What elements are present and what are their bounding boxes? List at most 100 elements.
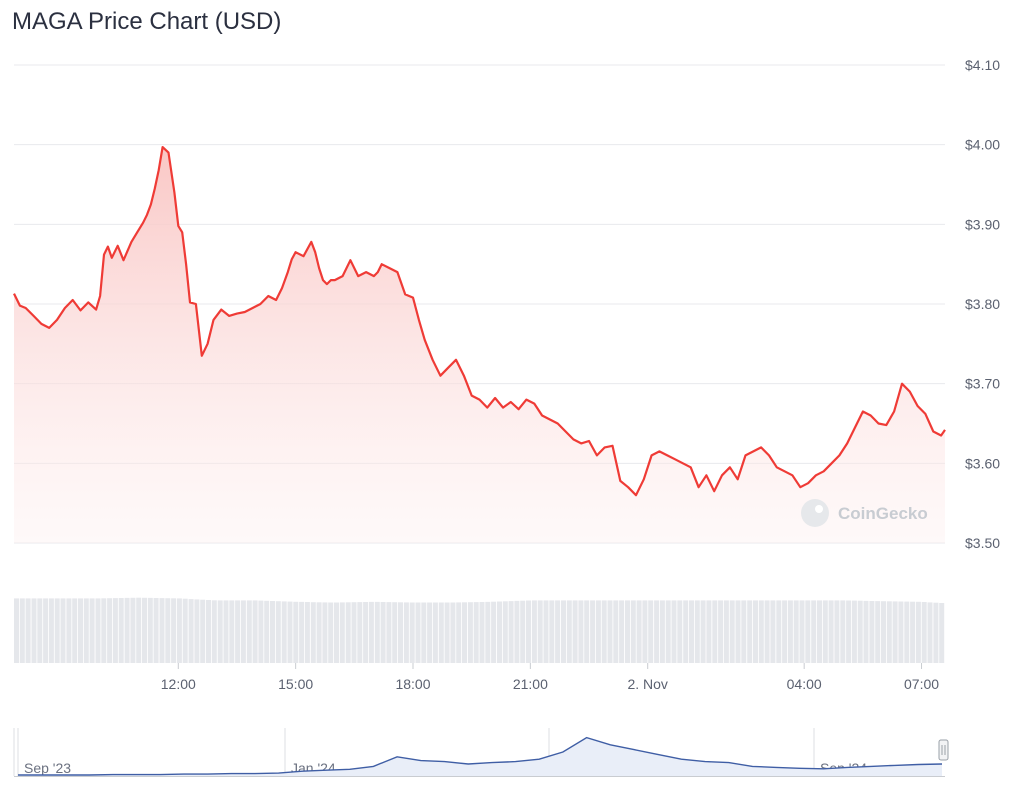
volume-bar bbox=[869, 601, 875, 663]
volume-bar bbox=[764, 600, 770, 663]
volume-bar bbox=[689, 600, 694, 663]
volume-bar bbox=[223, 600, 229, 663]
volume-bar bbox=[299, 601, 305, 663]
volume-bar bbox=[374, 601, 380, 663]
volume-bar bbox=[910, 601, 916, 663]
volume-bar bbox=[456, 602, 462, 663]
volume-bar bbox=[718, 600, 724, 663]
volume-bar bbox=[240, 600, 246, 663]
volume-bar bbox=[584, 600, 590, 663]
volume-bar bbox=[526, 600, 531, 663]
volume-bar bbox=[363, 602, 369, 663]
volume-bar bbox=[630, 600, 636, 663]
volume-bar bbox=[898, 601, 904, 663]
volume-bar bbox=[543, 600, 549, 663]
volume-bar bbox=[601, 600, 607, 663]
volume-bar bbox=[409, 602, 415, 663]
volume-bar bbox=[694, 600, 700, 663]
volume-bar bbox=[188, 599, 194, 663]
x-tick-label: 15:00 bbox=[278, 676, 313, 692]
volume-bar bbox=[89, 598, 95, 663]
volume-bar bbox=[851, 600, 857, 663]
volume-bar bbox=[258, 600, 264, 663]
volume-bar bbox=[101, 598, 107, 663]
volume-bar bbox=[43, 598, 49, 663]
price-line bbox=[13, 146, 946, 497]
gecko-logo-icon bbox=[801, 499, 829, 527]
volume-bar bbox=[811, 600, 817, 663]
volume-bar bbox=[770, 600, 776, 663]
volume-bar bbox=[712, 600, 718, 663]
volume-bar bbox=[31, 598, 37, 663]
volume-bar bbox=[561, 600, 566, 663]
volume-bar bbox=[147, 597, 153, 663]
volume-bar bbox=[619, 600, 625, 663]
volume-bar bbox=[386, 602, 392, 663]
volume-bar bbox=[217, 600, 223, 663]
volume-bar bbox=[112, 598, 118, 663]
volume-bar bbox=[462, 602, 467, 663]
volume-bars bbox=[14, 597, 945, 663]
volume-bar bbox=[316, 602, 322, 663]
volume-bar bbox=[66, 598, 72, 663]
volume-bar bbox=[706, 600, 712, 663]
volume-bar bbox=[892, 601, 898, 663]
volume-bar bbox=[19, 598, 25, 663]
volume-bar bbox=[741, 600, 747, 663]
volume-bar bbox=[25, 598, 31, 663]
volume-bar bbox=[491, 601, 497, 663]
y-tick-label: $3.80 bbox=[965, 296, 1000, 312]
volume-bar bbox=[54, 598, 60, 663]
volume-bar bbox=[415, 602, 421, 663]
navigator-handle[interactable] bbox=[938, 739, 949, 761]
volume-bar bbox=[130, 597, 136, 663]
volume-bar bbox=[549, 600, 555, 663]
coingecko-watermark: CoinGecko bbox=[801, 499, 928, 527]
volume-bar bbox=[432, 602, 438, 663]
volume-bar bbox=[304, 602, 310, 663]
price-series-line bbox=[13, 146, 946, 497]
volume-bar bbox=[659, 600, 665, 663]
volume-bar bbox=[787, 600, 793, 663]
volume-bar bbox=[776, 600, 782, 663]
volume-bar bbox=[60, 598, 66, 663]
volume-bar bbox=[287, 601, 293, 663]
volume-bar bbox=[747, 600, 753, 663]
volume-bar bbox=[275, 601, 281, 663]
volume-bar bbox=[875, 601, 881, 663]
volume-bar bbox=[211, 600, 217, 663]
volume-bar bbox=[334, 602, 339, 663]
volume-bar bbox=[37, 598, 43, 663]
volume-bar bbox=[939, 603, 945, 663]
volume-bar bbox=[805, 600, 811, 663]
y-tick-label: $3.90 bbox=[965, 216, 1000, 232]
volume-bar bbox=[229, 600, 235, 663]
volume-bar bbox=[310, 602, 316, 663]
volume-bar bbox=[252, 600, 258, 663]
volume-bar bbox=[613, 600, 619, 663]
volume-bar bbox=[421, 602, 427, 663]
volume-bar bbox=[636, 600, 642, 663]
volume-bar bbox=[677, 600, 683, 663]
volume-bar bbox=[828, 600, 834, 663]
volume-bar bbox=[194, 599, 200, 663]
volume-bar bbox=[264, 600, 270, 663]
volume-bar bbox=[14, 598, 19, 663]
volume-bar bbox=[753, 600, 758, 663]
volume-bar bbox=[834, 600, 840, 663]
volume-bar bbox=[915, 601, 921, 663]
x-axis: 12:00 15:00 18:00 21:00 2. Nov 04:00 07:00 bbox=[161, 663, 939, 692]
volume-bar bbox=[927, 602, 933, 663]
volume-bar bbox=[438, 602, 444, 663]
x-tick-label: 04:00 bbox=[787, 676, 822, 692]
volume-bar bbox=[153, 598, 159, 663]
x-tick-label: 21:00 bbox=[513, 676, 548, 692]
volume-bar bbox=[403, 602, 409, 663]
x-tick-label: 12:00 bbox=[161, 676, 196, 692]
navigator-series-line bbox=[18, 736, 943, 776]
volume-bar bbox=[723, 600, 729, 663]
y-tick-label: $3.70 bbox=[965, 376, 1000, 392]
volume-bar bbox=[78, 598, 83, 663]
